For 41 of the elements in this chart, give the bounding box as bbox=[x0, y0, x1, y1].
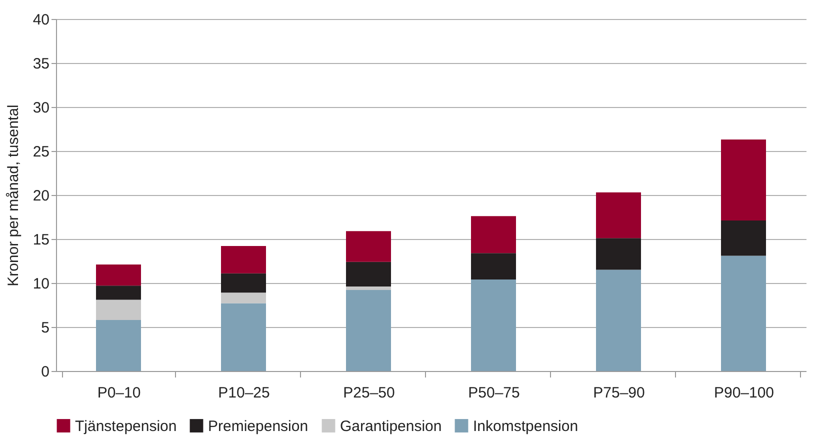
bar bbox=[721, 256, 766, 371]
y-tick-label: 15 bbox=[32, 232, 50, 248]
bar bbox=[596, 270, 641, 371]
y-tick-label: 25 bbox=[32, 144, 50, 160]
y-axis-title: Kronor per månad, tusental bbox=[4, 104, 22, 286]
x-tick-label: P10–25 bbox=[218, 384, 270, 402]
bar bbox=[96, 300, 141, 320]
legend-label: Tjänstepension bbox=[75, 418, 177, 435]
bar bbox=[96, 286, 141, 300]
bar bbox=[471, 253, 516, 280]
y-tick-label: 5 bbox=[41, 320, 50, 336]
bar bbox=[721, 220, 766, 256]
legend-label: Inkomstpension bbox=[473, 418, 578, 435]
bar bbox=[346, 231, 391, 262]
x-tick-label: P75–90 bbox=[593, 384, 645, 402]
bar bbox=[471, 216, 516, 254]
x-tick-label: P25–50 bbox=[343, 384, 395, 402]
bar bbox=[221, 246, 266, 274]
bar bbox=[346, 286, 391, 290]
bar bbox=[96, 264, 141, 286]
bar bbox=[96, 320, 141, 371]
bar bbox=[596, 192, 641, 238]
y-tick-label: 20 bbox=[32, 188, 50, 204]
y-tick-label: 40 bbox=[32, 12, 50, 28]
x-tick-label: P0–10 bbox=[97, 384, 141, 402]
x-tick-label: P90–100 bbox=[714, 384, 774, 402]
x-tick-label: P50–75 bbox=[468, 384, 520, 402]
bar bbox=[221, 303, 266, 371]
bar bbox=[221, 273, 266, 293]
y-tick-label: 30 bbox=[32, 100, 50, 116]
y-tick-label: 35 bbox=[32, 56, 50, 72]
bar bbox=[221, 292, 266, 304]
bar bbox=[346, 262, 391, 287]
bar bbox=[471, 279, 516, 371]
legend-label: Garantipension bbox=[340, 418, 442, 435]
bar bbox=[721, 140, 766, 221]
bar bbox=[346, 290, 391, 371]
y-tick-label: 0 bbox=[41, 364, 50, 380]
bar bbox=[596, 238, 641, 270]
legend-label: Premiepension bbox=[208, 418, 308, 435]
y-tick-label: 10 bbox=[32, 276, 50, 292]
